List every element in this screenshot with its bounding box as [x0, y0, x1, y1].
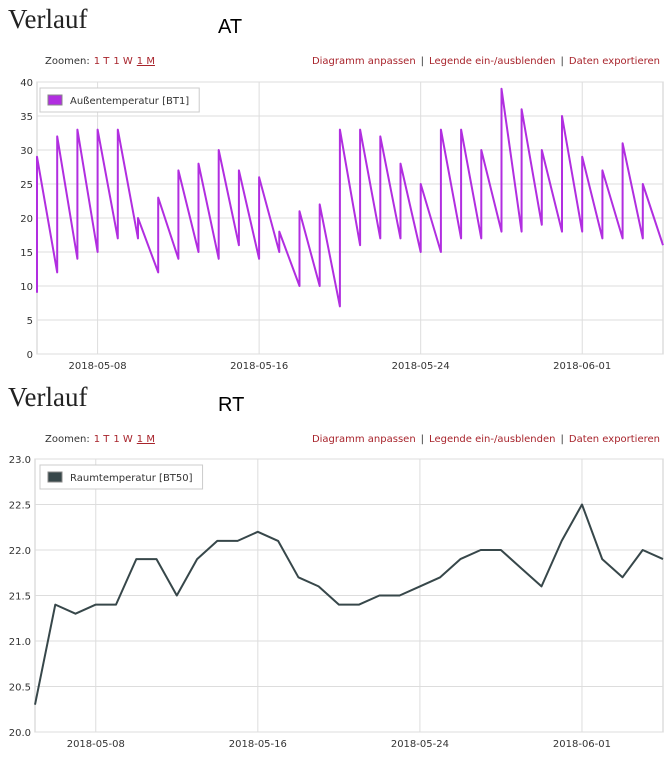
y-tick-label: 20.0	[9, 728, 31, 739]
separator: |	[421, 56, 424, 67]
y-tick-label: 21.5	[9, 592, 31, 603]
link[interactable]: Legende ein-/ausblenden	[429, 56, 555, 67]
y-tick-label: 10	[20, 282, 33, 293]
legend-label: Außentemperatur [BT1]	[70, 96, 189, 107]
y-tick-label: 20	[20, 214, 33, 225]
separator: |	[561, 56, 564, 67]
x-tick-label: 2018-05-08	[69, 361, 127, 372]
x-tick-label: 2018-06-01	[553, 361, 611, 372]
y-tick-label: 0	[27, 350, 33, 361]
zoom-label: Zoomen:	[45, 56, 90, 67]
zoom-option[interactable]: 1 T	[94, 56, 111, 67]
link[interactable]: Diagramm anpassen	[312, 56, 416, 67]
y-tick-label: 35	[20, 112, 33, 123]
series-line	[36, 87, 664, 308]
separator: |	[561, 434, 564, 445]
zoom-option[interactable]: 1 M	[137, 56, 155, 67]
y-tick-label: 22.0	[9, 546, 31, 557]
y-tick-label: 15	[20, 248, 33, 259]
x-tick-label: 2018-06-01	[553, 739, 611, 750]
panel-label: RT	[218, 394, 244, 416]
zoom-option[interactable]: 1 W	[113, 56, 133, 67]
x-tick-label: 2018-05-16	[230, 361, 288, 372]
y-tick-label: 40	[20, 78, 33, 89]
zoom-label: Zoomen:	[45, 434, 90, 445]
separator: |	[421, 434, 424, 445]
legend-box	[39, 87, 200, 113]
x-tick-label: 2018-05-24	[391, 739, 449, 750]
series-line	[34, 503, 664, 705]
y-tick-label: 20.5	[9, 683, 31, 694]
link[interactable]: Daten exportieren	[569, 56, 660, 67]
y-tick-label: 23.0	[9, 455, 31, 466]
link[interactable]: Diagramm anpassen	[312, 434, 416, 445]
link[interactable]: Daten exportieren	[569, 434, 660, 445]
y-tick-label: 30	[20, 146, 33, 157]
y-tick-label: 5	[27, 316, 33, 327]
zoom-option[interactable]: 1 M	[137, 434, 155, 445]
x-tick-label: 2018-05-08	[67, 739, 125, 750]
legend-label: Raumtemperatur [BT50]	[70, 473, 193, 484]
y-tick-label: 21.0	[9, 637, 31, 648]
zoom-option[interactable]: 1 T	[94, 434, 111, 445]
x-tick-label: 2018-05-16	[229, 739, 287, 750]
y-tick-label: 25	[20, 180, 33, 191]
heading: Verlauf	[8, 4, 87, 34]
zoom-option[interactable]: 1 W	[113, 434, 133, 445]
heading: Verlauf	[8, 382, 87, 412]
x-tick-label: 2018-05-24	[392, 361, 450, 372]
legend-swatch	[47, 471, 63, 483]
link[interactable]: Legende ein-/ausblenden	[429, 434, 555, 445]
legend-swatch	[47, 94, 63, 106]
y-tick-label: 22.5	[9, 501, 31, 512]
panel-label: AT	[218, 16, 242, 38]
legend-box	[39, 464, 204, 490]
